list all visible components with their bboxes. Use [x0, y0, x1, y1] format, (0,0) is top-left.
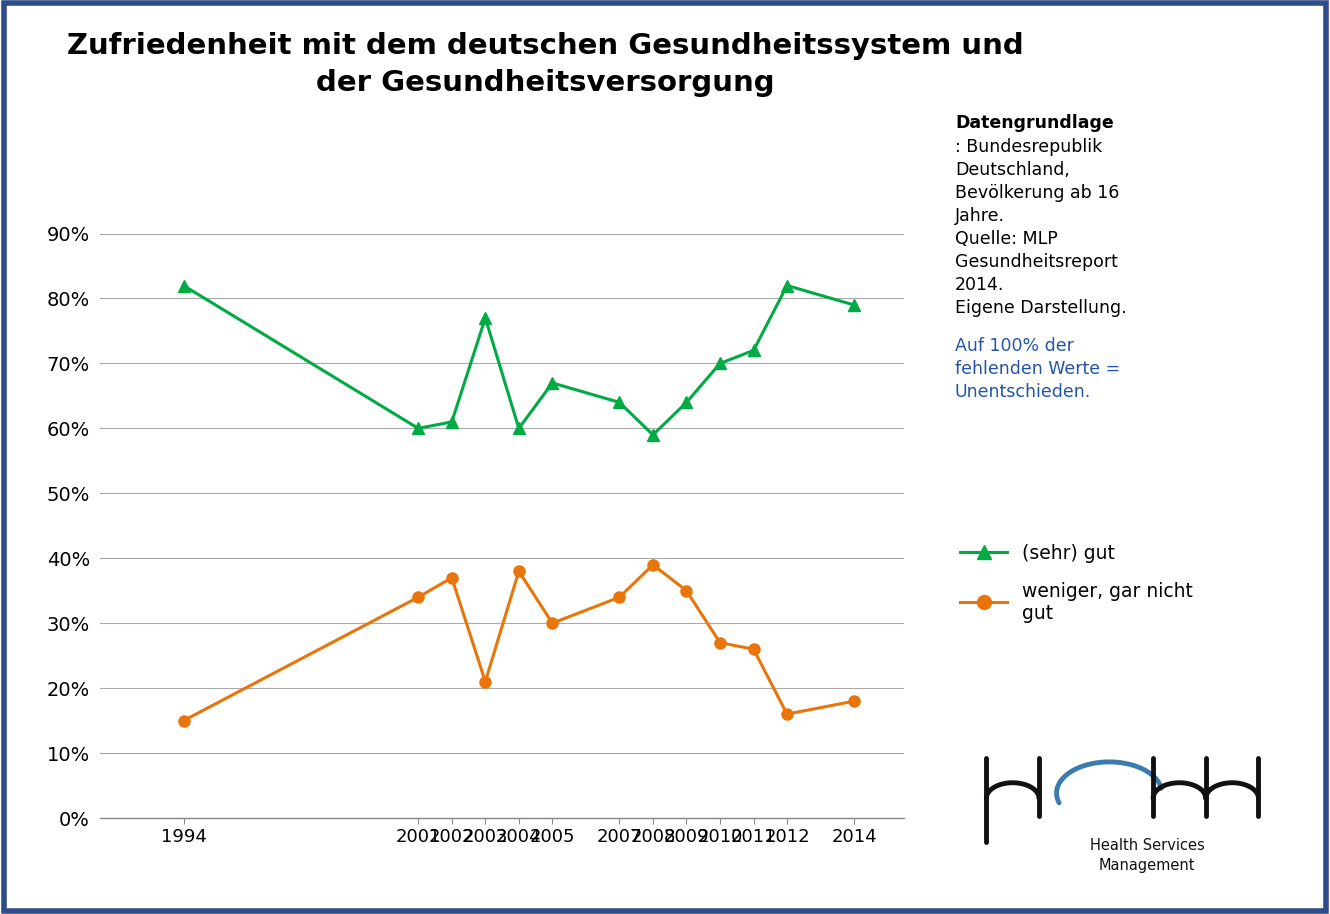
Text: Datengrundlage: Datengrundlage — [955, 114, 1113, 133]
Legend: (sehr) gut, weniger, gar nicht
gut: (sehr) gut, weniger, gar nicht gut — [960, 544, 1193, 622]
Text: Auf 100% der
fehlenden Werte =
Unentschieden.: Auf 100% der fehlenden Werte = Unentschi… — [955, 337, 1120, 401]
Text: : Bundesrepublik
Deutschland,
Bevölkerung ab 16
Jahre.
Quelle: MLP
Gesundheitsre: : Bundesrepublik Deutschland, Bevölkerun… — [955, 139, 1127, 317]
Text: Health Services
Management: Health Services Management — [1089, 838, 1205, 873]
Text: :: : — [1104, 114, 1109, 133]
Text: Zufriedenheit mit dem deutschen Gesundheitssystem und
der Gesundheitsversorgung: Zufriedenheit mit dem deutschen Gesundhe… — [66, 32, 1024, 97]
